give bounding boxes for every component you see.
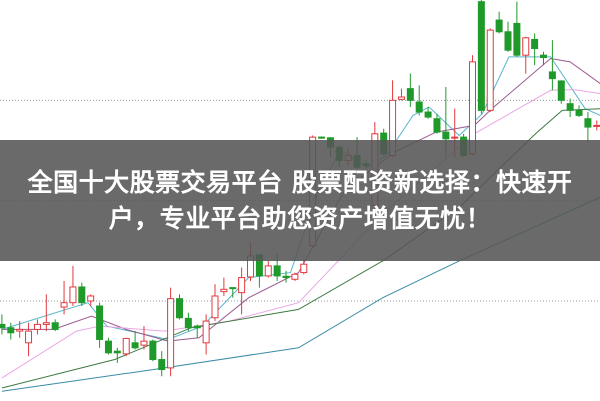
candle-body (7, 327, 15, 334)
candle-body (451, 136, 459, 139)
candle-body (158, 359, 166, 371)
candle-body (575, 109, 583, 116)
candle-body (477, 1, 485, 111)
candle-body (531, 38, 539, 49)
candle-body (406, 88, 414, 101)
candle-body (442, 131, 450, 140)
candle-body (51, 322, 59, 330)
candle-body (433, 118, 441, 133)
candle-body (584, 118, 592, 128)
candle-body (122, 337, 130, 355)
candle-body (25, 330, 33, 344)
candle-body (149, 340, 157, 361)
candle-body (211, 295, 219, 319)
candle-body (424, 111, 432, 118)
candle-body (0, 323, 6, 329)
candle-body (104, 340, 112, 354)
candle-body (513, 22, 521, 56)
candle-body (282, 275, 290, 279)
candle-body (202, 320, 210, 344)
candle-body (415, 101, 423, 113)
headline-line-1: 全国十大股票交易平台 股票配资新选择：快速开 (27, 167, 573, 197)
candle-body (593, 124, 600, 127)
candle-body (69, 286, 77, 304)
candle-body (78, 286, 86, 304)
candle-body (540, 54, 548, 59)
candle-body (273, 265, 281, 277)
candle-body (238, 277, 246, 294)
candle-body (291, 273, 299, 280)
candle-body (113, 350, 121, 354)
candle-body (566, 103, 574, 111)
candle-body (548, 71, 556, 80)
headline-banner: 全国十大股票交易平台 股票配资新选择：快速开 户，专业平台助您资产增值无忧！ (0, 140, 600, 261)
candle-body (300, 263, 308, 274)
candle-body (397, 96, 405, 100)
candle-body (486, 29, 494, 111)
candle-body (33, 323, 41, 330)
candle-body (184, 317, 192, 329)
candle-body (87, 295, 95, 302)
candle-body (131, 342, 139, 349)
candle-body (557, 80, 565, 101)
candle-body (175, 298, 183, 319)
candle-body (167, 298, 175, 369)
candle-body (495, 19, 503, 33)
candle-body (522, 37, 530, 56)
candle-body (504, 31, 512, 51)
headline-line-2: 户，专业平台助您资产增值无忧！ (108, 203, 492, 233)
candle-body (220, 288, 228, 293)
candle-body (60, 302, 68, 308)
candle-body (140, 340, 148, 346)
candle-body (318, 136, 326, 139)
candle-body (16, 328, 24, 332)
candle-body (229, 287, 237, 290)
candle-body (96, 305, 104, 340)
candle-body (193, 325, 201, 329)
candle-body (264, 265, 272, 277)
candle-body (42, 322, 50, 325)
